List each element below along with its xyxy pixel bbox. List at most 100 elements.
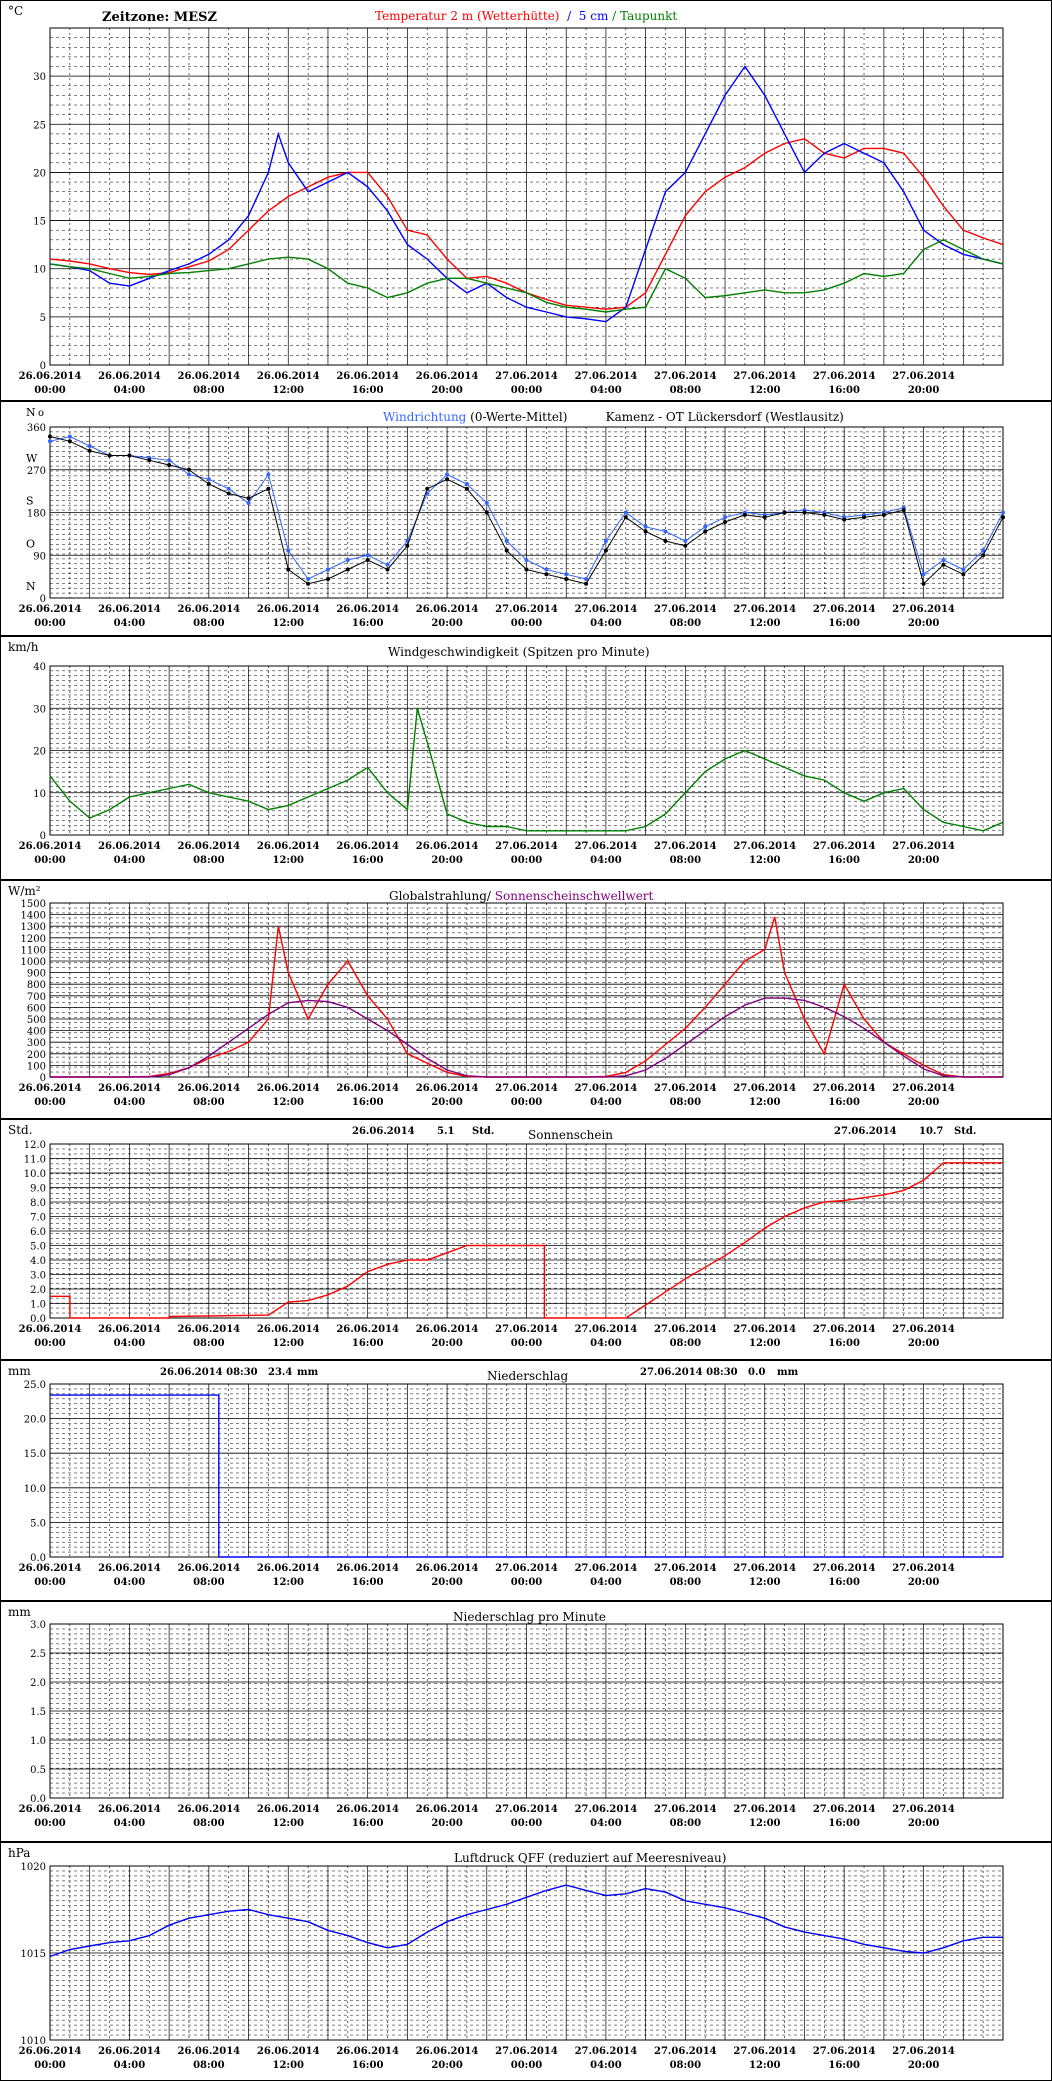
plot-border [49, 27, 1004, 366]
title-part: Sonnenschein [528, 1128, 613, 1142]
y-tick-label: 5.0 [30, 1518, 46, 1529]
y-tick-label: 0.0 [30, 1314, 46, 1325]
x-tick-date: 26.06.2014 [416, 1324, 479, 1335]
x-tick-time: 00:00 [34, 1097, 66, 1108]
title-part: / [608, 9, 620, 23]
x-tick-time: 04:00 [114, 618, 146, 629]
summary-date: 27.06.2014 [834, 1126, 897, 1137]
x-tick-date: 27.06.2014 [575, 371, 638, 382]
y-tick-label: 1015 [21, 1949, 46, 1960]
y-tick-label: 90 [33, 551, 46, 562]
x-tick-date: 27.06.2014 [495, 1804, 558, 1815]
x-tick-time: 20:00 [431, 618, 463, 629]
y-tick-label: 20.0 [24, 1415, 46, 1426]
series-windgeschwindigkeit [49, 708, 1004, 832]
x-tick-time: 20:00 [908, 1097, 940, 1108]
x-tick-time: 04:00 [114, 1338, 146, 1349]
x-tick-date: 27.06.2014 [654, 1804, 717, 1815]
x-tick-time: 20:00 [431, 2060, 463, 2071]
series-niederschlag [50, 1394, 1003, 1558]
x-tick-time: 08:00 [193, 1097, 225, 1108]
y-tick-label: 400 [27, 1027, 46, 1038]
zone-label: Zeitzone: MESZ [102, 10, 217, 25]
x-tick-date: 27.06.2014 [813, 604, 876, 615]
y-tick-label: 900 [27, 969, 46, 980]
y-tick-label: 30 [33, 704, 46, 715]
series-luftdruck [49, 1884, 1003, 1958]
x-tick-time: 12:00 [272, 1097, 304, 1108]
series-5-cm [49, 65, 1004, 323]
x-tick-date: 26.06.2014 [19, 1563, 82, 1574]
x-tick-time: 20:00 [431, 1338, 463, 1349]
x-tick-time: 04:00 [114, 855, 146, 866]
x-tick-date: 27.06.2014 [813, 1324, 876, 1335]
unit-label: mm [8, 1605, 31, 1619]
x-tick-date: 26.06.2014 [178, 2046, 241, 2057]
y-tick-label: 15 [33, 217, 46, 228]
x-tick-time: 12:00 [749, 385, 781, 396]
x-tick-date: 27.06.2014 [892, 1563, 955, 1574]
x-tick-time: 04:00 [590, 1577, 622, 1588]
y-tick-label: 1020 [21, 1862, 46, 1873]
x-tick-time: 04:00 [114, 1577, 146, 1588]
x-tick-time: 16:00 [828, 1097, 860, 1108]
x-tick-time: 00:00 [34, 855, 66, 866]
x-tick-time: 20:00 [431, 385, 463, 396]
x-tick-time: 16:00 [828, 618, 860, 629]
y-tick-label: 200 [27, 1050, 46, 1061]
x-tick-date: 26.06.2014 [98, 371, 161, 382]
title-part: Kamenz - OT Lückersdorf (Westlausitz) [567, 410, 843, 424]
y-tick-label: 7.0 [30, 1213, 46, 1224]
chart-title: Windgeschwindigkeit (Spitzen pro Minute) [388, 645, 650, 659]
y-tick-label: 5.0 [30, 1242, 46, 1253]
x-tick-time: 20:00 [431, 855, 463, 866]
x-tick-date: 26.06.2014 [178, 1324, 241, 1335]
x-tick-date: 26.06.2014 [257, 841, 320, 852]
x-tick-time: 12:00 [272, 1338, 304, 1349]
x-tick-time: 08:00 [670, 385, 702, 396]
y-tick-label: 0.5 [30, 1765, 46, 1776]
summary-unit: mm [777, 1367, 799, 1378]
x-tick-time: 08:00 [670, 1818, 702, 1829]
x-tick-date: 26.06.2014 [336, 1563, 399, 1574]
title-part: Sonnenscheinschwellwert [495, 889, 654, 903]
y-tick-label: 1.5 [30, 1707, 46, 1718]
title-part: / [559, 9, 578, 23]
x-tick-date: 26.06.2014 [416, 1804, 479, 1815]
x-tick-time: 08:00 [193, 1818, 225, 1829]
title-part: (0-Werte-Mittel) [466, 410, 567, 424]
x-tick-date: 26.06.2014 [257, 1324, 320, 1335]
y-tick-label: 10.0 [24, 1484, 46, 1495]
x-tick-date: 26.06.2014 [416, 2046, 479, 2057]
x-tick-date: 26.06.2014 [336, 371, 399, 382]
y-tick-label: 1.0 [30, 1736, 46, 1747]
y-tick-label: 300 [27, 1038, 46, 1049]
x-tick-time: 08:00 [670, 855, 702, 866]
x-tick-time: 16:00 [352, 855, 384, 866]
x-tick-date: 27.06.2014 [733, 2046, 796, 2057]
x-tick-time: 20:00 [908, 1577, 940, 1588]
x-tick-date: 26.06.2014 [19, 1324, 82, 1335]
x-tick-date: 27.06.2014 [813, 1563, 876, 1574]
chart-title: Sonnenschein [528, 1128, 613, 1142]
x-tick-date: 27.06.2014 [495, 841, 558, 852]
x-tick-date: 26.06.2014 [257, 1563, 320, 1574]
title-part: Luftdruck QFF (reduziert auf Meeresnivea… [454, 1851, 726, 1865]
y-tick-label: 3.0 [30, 1620, 46, 1631]
series-windrichtung-line [49, 435, 1004, 580]
x-tick-time: 16:00 [828, 1577, 860, 1588]
x-tick-time: 16:00 [352, 1577, 384, 1588]
x-tick-time: 12:00 [272, 1577, 304, 1588]
y-tick-label: 25 [33, 120, 46, 131]
title-part: Niederschlag [487, 1369, 569, 1383]
x-tick-time: 00:00 [34, 2060, 66, 2071]
data-point [1001, 515, 1005, 520]
x-tick-date: 26.06.2014 [178, 1804, 241, 1815]
x-tick-date: 27.06.2014 [733, 1083, 796, 1094]
x-tick-time: 16:00 [352, 1097, 384, 1108]
summary-value: 0.0 [748, 1367, 765, 1378]
x-tick-date: 27.06.2014 [813, 841, 876, 852]
y-tick-label: 6.0 [30, 1227, 46, 1238]
panel-7: 0.0 0.5 1.0 1.5 2.0 2.5 3.0mm Niederschlag pro … [0, 1601, 1052, 1842]
plot-border [49, 665, 1004, 836]
